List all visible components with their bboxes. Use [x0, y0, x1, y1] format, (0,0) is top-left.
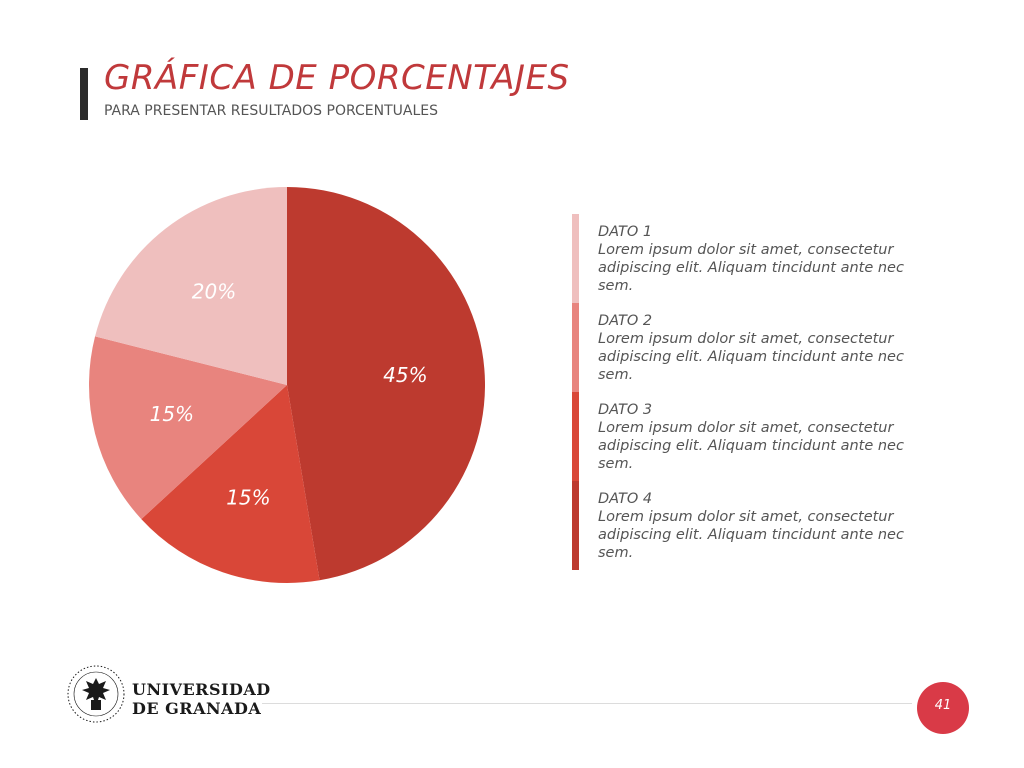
legend-label: DATO 2	[598, 313, 653, 329]
pie-slice-dato-4	[287, 187, 486, 581]
university-crest-icon	[67, 665, 125, 723]
legend-label: DATO 3	[598, 402, 653, 418]
pie-data-label: 20%	[192, 279, 236, 303]
legend-color-bar	[572, 214, 579, 303]
legend-color-bar	[572, 303, 579, 392]
legend-description: Lorem ipsum dolor sit amet, consectetur …	[598, 242, 904, 294]
pie-data-label: 45%	[383, 363, 427, 387]
legend-description: Lorem ipsum dolor sit amet, consectetur …	[598, 420, 904, 472]
pie-slice-dato-1	[95, 187, 287, 385]
legend-label: DATO 4	[598, 491, 653, 507]
page-subtitle: PARA PRESENTAR RESULTADOS PORCENTUALES	[104, 103, 439, 119]
legend-item-dato-3: DATO 3 Lorem ipsum dolor sit amet, conse…	[572, 392, 932, 481]
legend-label: DATO 1	[598, 224, 653, 240]
legend-description: Lorem ipsum dolor sit amet, consectetur …	[598, 509, 904, 561]
legend-color-bar	[572, 392, 579, 481]
university-name-line2: DE GRANADA	[132, 699, 262, 718]
chart-legend: DATO 1 Lorem ipsum dolor sit amet, conse…	[572, 214, 932, 570]
pie-slice-dato-2	[88, 336, 287, 520]
pie-data-label: 15%	[226, 485, 270, 509]
legend-item-dato-4: DATO 4 Lorem ipsum dolor sit amet, conse…	[572, 481, 932, 570]
pie-data-label: 15%	[150, 402, 194, 426]
pie-slice-dato-3	[141, 385, 320, 584]
legend-description: Lorem ipsum dolor sit amet, consectetur …	[598, 331, 904, 383]
legend-item-dato-1: DATO 1 Lorem ipsum dolor sit amet, conse…	[572, 214, 932, 303]
footer-divider	[262, 703, 912, 704]
university-name-line1: UNIVERSIDAD	[132, 680, 271, 699]
page-number-badge: 41	[917, 682, 969, 734]
legend-color-bar	[572, 481, 579, 570]
title-accent-bar	[80, 68, 88, 120]
legend-item-dato-2: DATO 2 Lorem ipsum dolor sit amet, conse…	[572, 303, 932, 392]
page-title: GRÁFICA DE PORCENTAJES	[104, 58, 570, 98]
university-name: UNIVERSIDAD DE GRANADA	[132, 680, 271, 718]
